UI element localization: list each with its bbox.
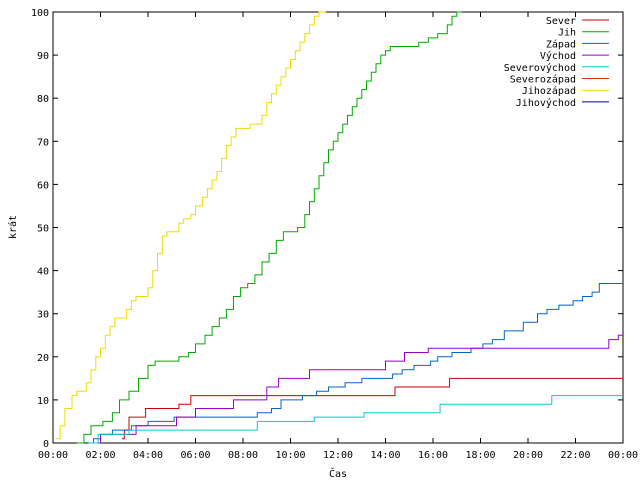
legend-label: Sever	[546, 16, 576, 27]
y-tick-label: 90	[37, 51, 49, 62]
series-line-2	[88, 283, 623, 444]
x-tick-label: 22:00	[560, 450, 590, 461]
x-tick-label: 04:00	[133, 450, 163, 461]
series-line-1	[76, 11, 462, 444]
series-lines	[55, 11, 623, 444]
x-tick-label: 00:00	[608, 450, 638, 461]
legend-label: Západ	[546, 38, 576, 50]
legend-label: Jihozápad	[522, 85, 576, 97]
x-tick-label: 08:00	[228, 450, 258, 461]
x-tick-label: 14:00	[370, 450, 400, 461]
y-tick-label: 50	[37, 224, 49, 235]
series-line-3	[91, 334, 623, 444]
legend-label: Východ	[540, 50, 576, 62]
x-tick-label: 16:00	[418, 450, 448, 461]
series-line-6	[55, 11, 327, 440]
legend: SeverJihZápadVýchodSeverovýchodSeverozáp…	[504, 16, 609, 109]
legend-label: Jih	[558, 28, 576, 39]
x-tick-label: 12:00	[323, 450, 353, 461]
y-tick-label: 80	[37, 94, 49, 105]
y-tick-label: 40	[37, 267, 49, 278]
y-tick-label: 30	[37, 310, 49, 321]
legend-label: Severozápad	[510, 74, 576, 86]
y-tick-label: 20	[37, 353, 49, 364]
legend-label: Jihovýchod	[516, 97, 576, 109]
y-tick-label: 60	[37, 180, 49, 191]
series-line-4	[88, 395, 623, 444]
x-tick-label: 00:00	[38, 450, 68, 461]
y-tick-label: 100	[31, 8, 49, 19]
axis-tick-labels: 00:00 02:00 04:00 06:00 08:00 10:00 12:00 14:00…	[31, 8, 638, 461]
x-axis-title: Čas	[329, 467, 347, 480]
x-tick-label: 06:00	[180, 450, 210, 461]
y-tick-label: 70	[37, 137, 49, 148]
legend-label: Severovýchod	[504, 62, 576, 74]
y-tick-label: 0	[43, 439, 49, 450]
x-tick-label: 02:00	[85, 450, 115, 461]
y-tick-label: 10	[37, 396, 49, 407]
axis-ticks	[52, 11, 624, 444]
x-tick-label: 10:00	[275, 450, 305, 461]
x-tick-label: 20:00	[513, 450, 543, 461]
y-axis-title: krát	[7, 215, 19, 239]
x-tick-label: 18:00	[465, 450, 495, 461]
